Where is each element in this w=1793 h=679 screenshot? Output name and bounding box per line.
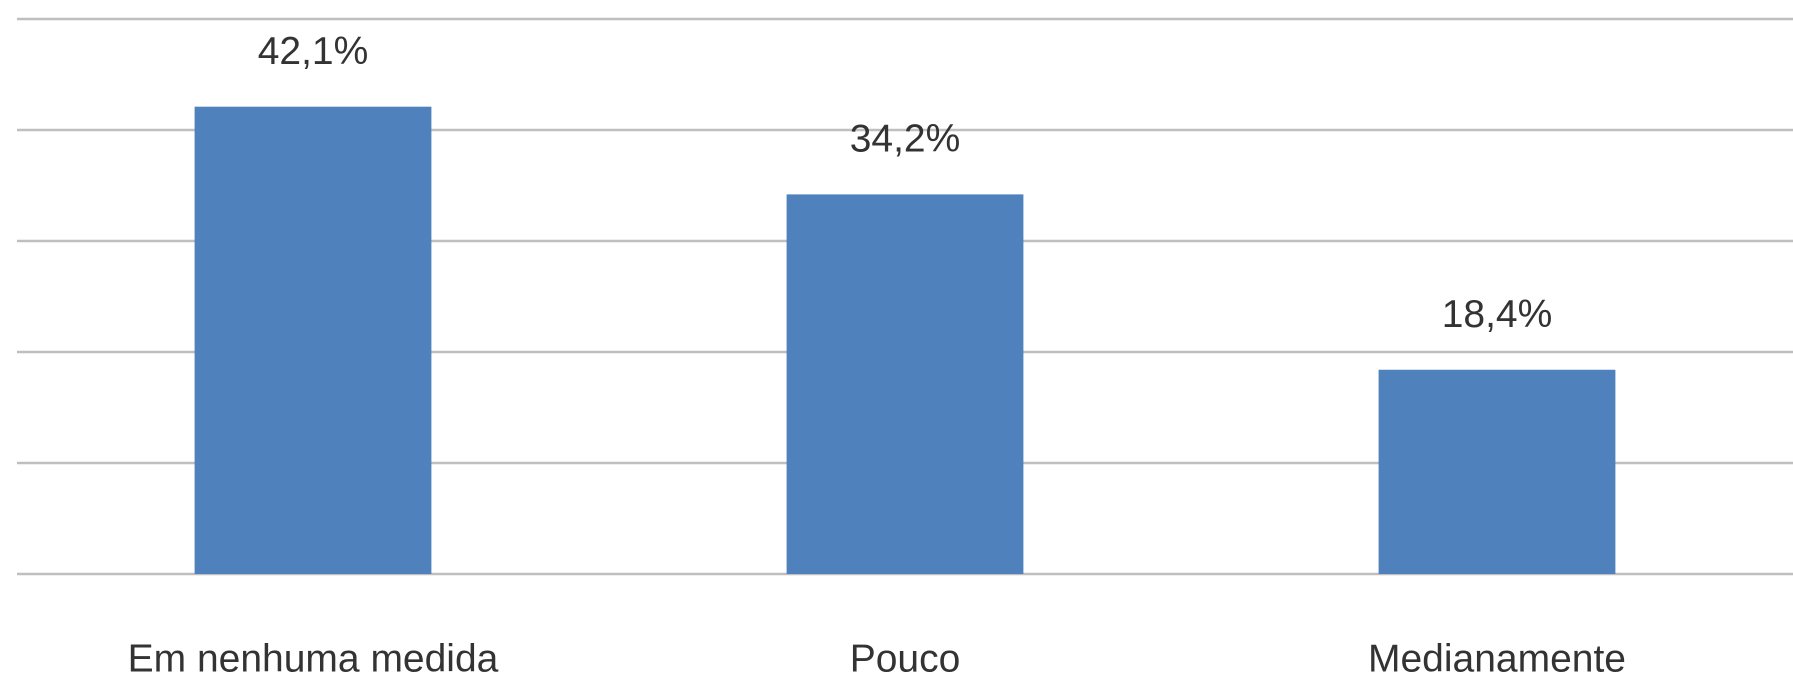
x-tick-label: Pouco (850, 637, 961, 679)
bar (786, 194, 1024, 574)
x-tick-label: Em nenhuma medida (128, 637, 499, 679)
bar (1378, 369, 1616, 574)
data-label: 18,4% (1442, 293, 1553, 336)
x-tick-label: Medianamente (1368, 637, 1626, 679)
bar (194, 106, 432, 574)
data-label: 34,2% (850, 118, 961, 161)
data-label: 42,1% (258, 30, 369, 73)
